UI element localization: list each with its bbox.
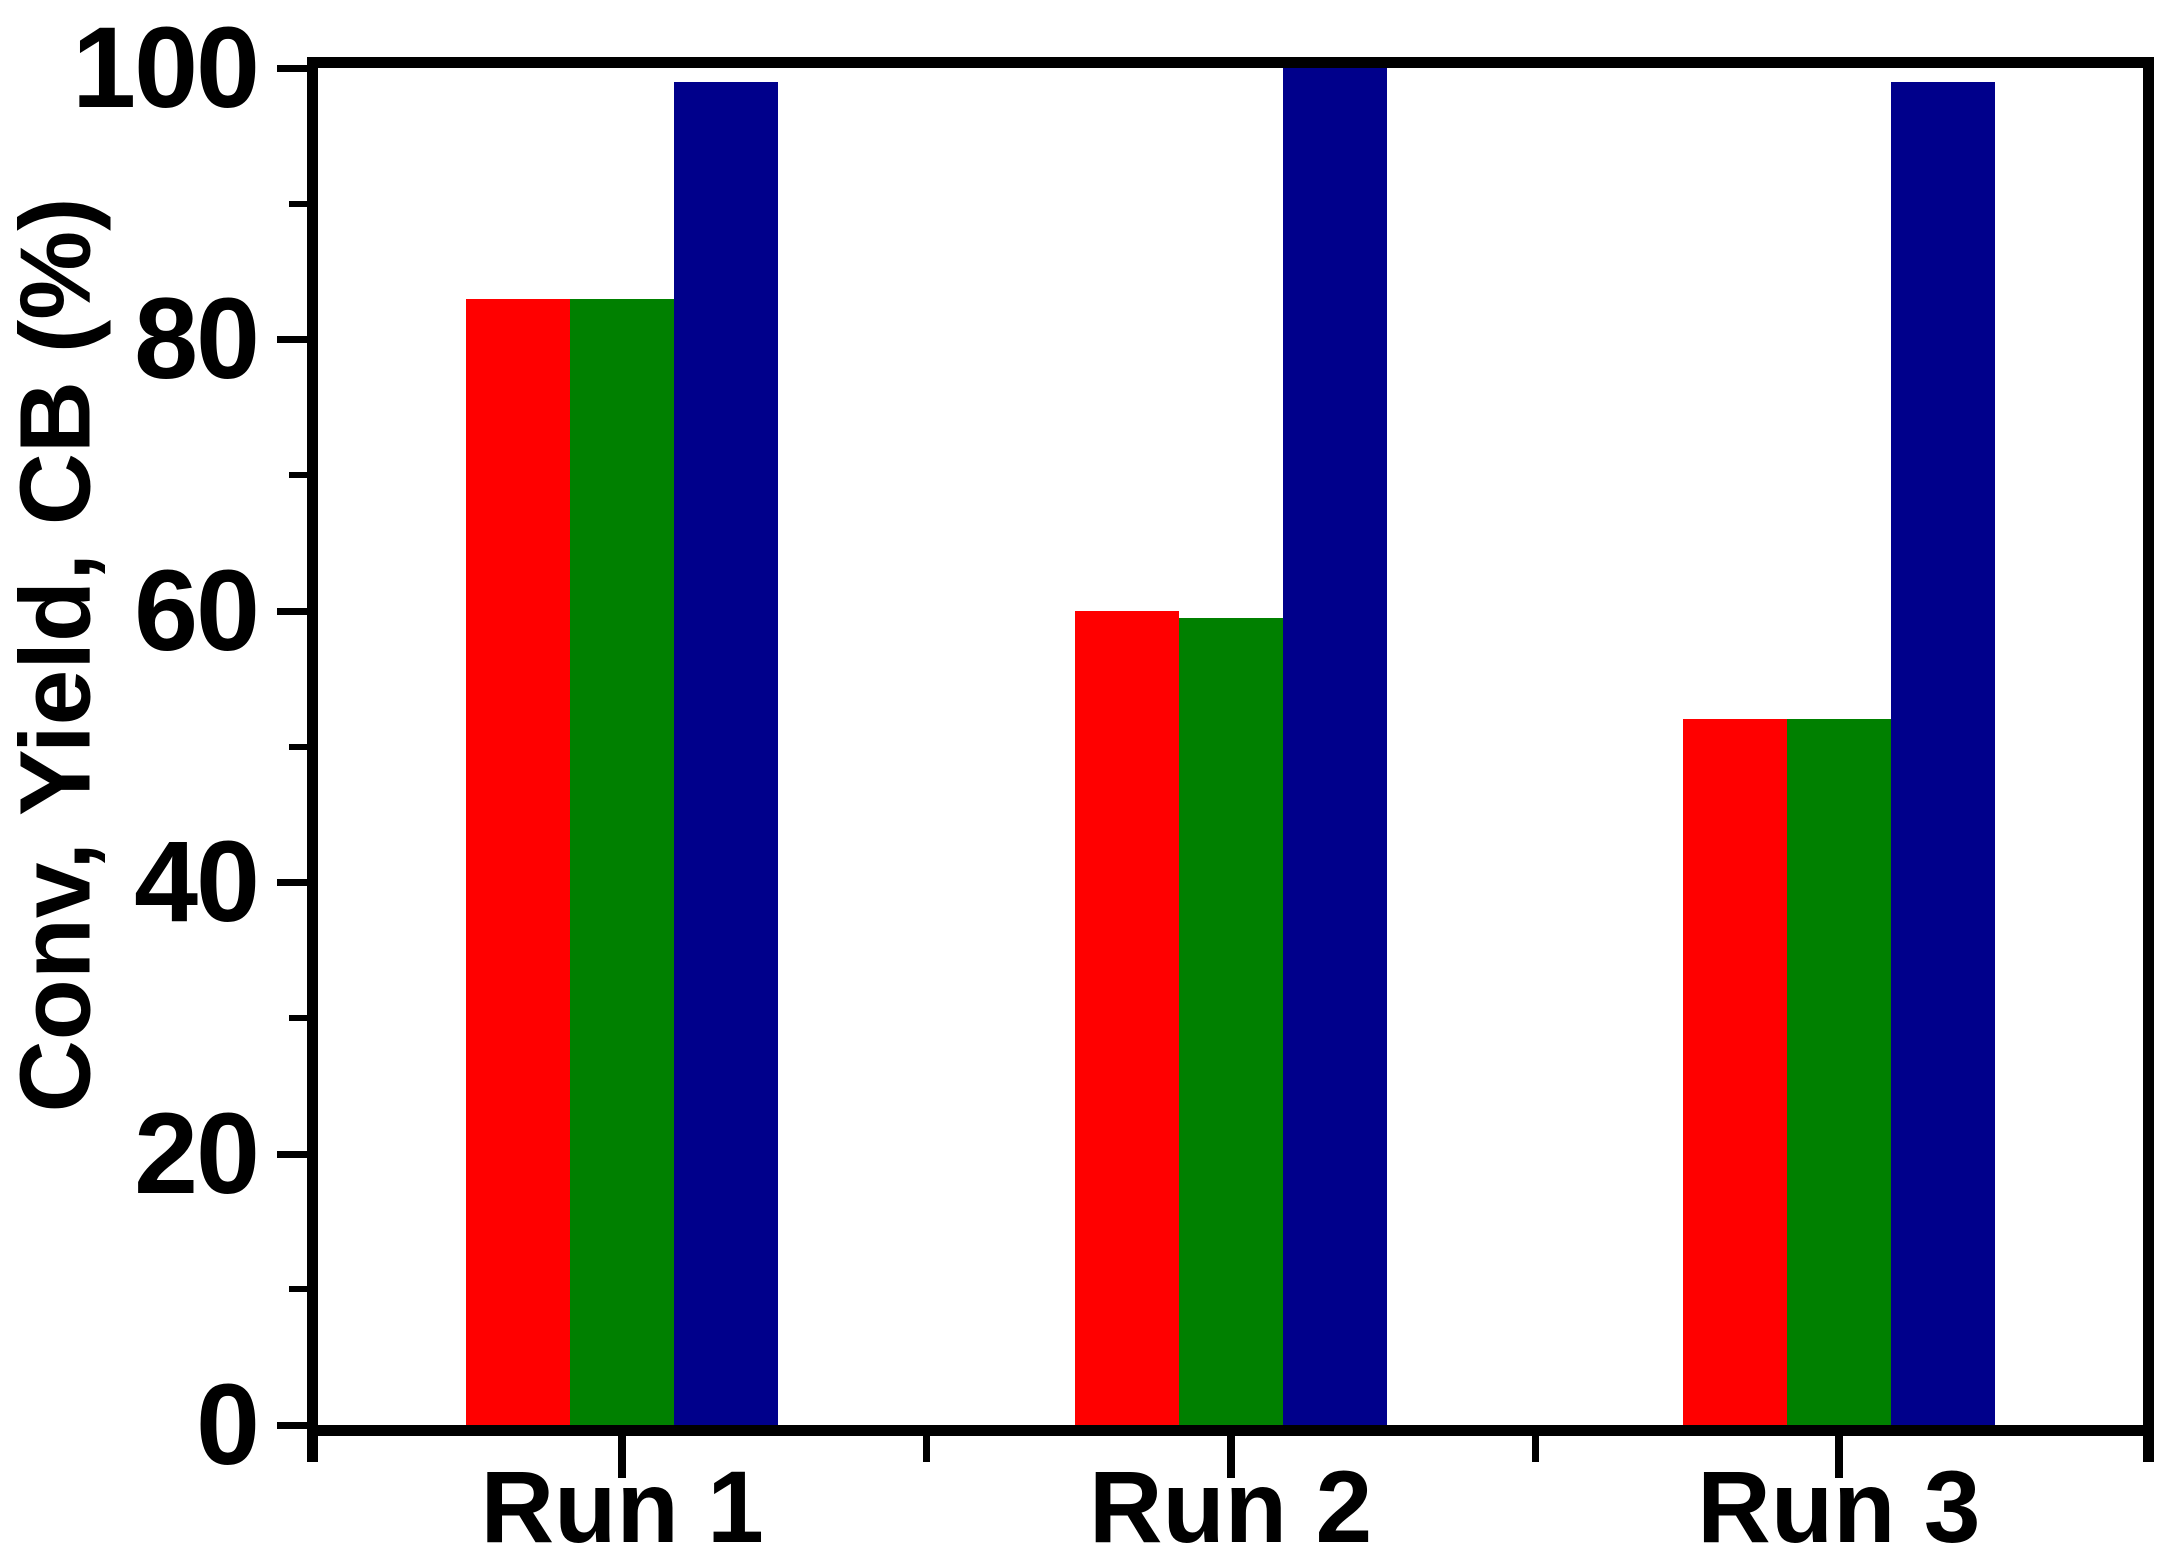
y-major-tick-0 <box>277 1422 307 1429</box>
y-major-tick-20 <box>277 1150 307 1158</box>
y-major-tick-60 <box>277 607 307 615</box>
bar-yield-run-1 <box>570 298 675 1425</box>
bar-cb-run-2 <box>1282 68 1387 1425</box>
bars-layer <box>318 68 2143 1425</box>
y-minor-tick-30 <box>289 1014 307 1021</box>
bar-group-run-3 <box>1682 68 1995 1425</box>
bar-conv-run-1 <box>466 298 571 1425</box>
y-tick-label-40: 40 <box>134 818 260 947</box>
x-minor-tick-2 <box>1531 1436 1539 1462</box>
y-tick-label-20: 20 <box>134 1089 260 1218</box>
x-major-tick-run-3 <box>1834 1436 1843 1478</box>
x-axis-left-corner-tick <box>307 1436 318 1462</box>
x-axis-right-corner-tick <box>2143 1436 2154 1462</box>
plot-area <box>307 57 2154 1436</box>
x-category-label-run-1: Run 1 <box>480 1450 764 1564</box>
bar-yield-run-3 <box>1786 719 1891 1425</box>
y-minor-tick-50 <box>289 743 307 750</box>
y-major-tick-40 <box>277 879 307 887</box>
bar-conv-run-3 <box>1682 719 1787 1425</box>
bar-yield-run-2 <box>1178 617 1283 1425</box>
y-minor-tick-90 <box>289 200 307 207</box>
bar-cb-run-3 <box>1890 81 1995 1425</box>
x-major-tick-run-2 <box>1226 1436 1235 1478</box>
y-minor-tick-10 <box>289 1286 307 1293</box>
x-major-tick-run-1 <box>618 1436 627 1478</box>
y-tick-label-60: 60 <box>134 546 260 675</box>
y-tick-label-80: 80 <box>134 275 260 404</box>
bar-conv-run-2 <box>1074 610 1179 1425</box>
x-category-label-run-3: Run 3 <box>1697 1450 1981 1564</box>
y-tick-label-100: 100 <box>72 4 260 132</box>
y-minor-tick-70 <box>289 472 307 479</box>
y-major-tick-80 <box>277 336 307 344</box>
bar-group-run-1 <box>466 68 779 1425</box>
x-minor-tick-1 <box>923 1436 931 1462</box>
x-category-label-run-2: Run 2 <box>1088 1450 1373 1564</box>
y-tick-label-0: 0 <box>196 1361 260 1489</box>
bar-group-run-2 <box>1074 68 1387 1425</box>
y-major-tick-100 <box>277 65 307 72</box>
bar-cb-run-1 <box>674 81 779 1425</box>
